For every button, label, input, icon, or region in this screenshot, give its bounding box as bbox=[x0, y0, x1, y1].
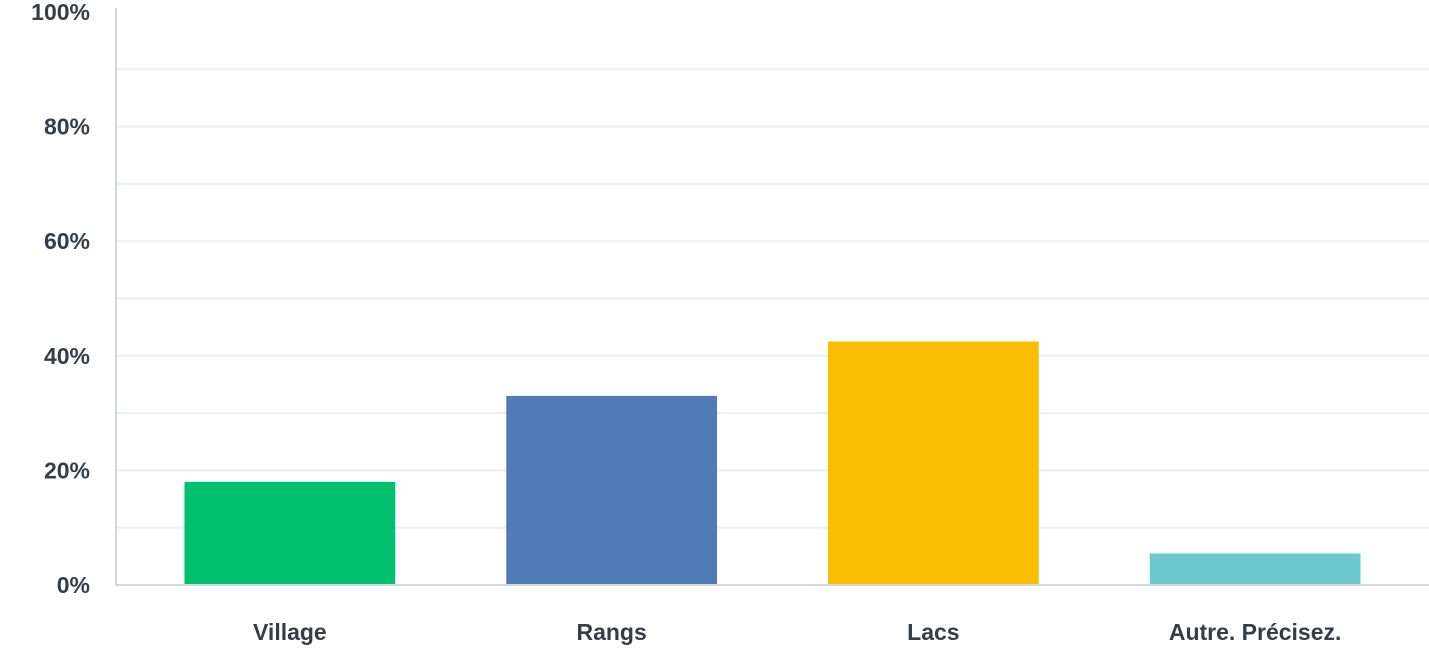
bars bbox=[184, 341, 1361, 585]
x-category-label: Rangs bbox=[576, 619, 646, 645]
y-tick-label: 60% bbox=[44, 228, 90, 254]
y-tick-label: 100% bbox=[31, 0, 90, 25]
y-tick-label: 40% bbox=[44, 343, 90, 369]
gridlines bbox=[116, 68, 1429, 529]
x-category-label: Autre. Précisez. bbox=[1169, 619, 1342, 645]
y-tick-label: 80% bbox=[44, 114, 90, 140]
y-axis-ticks: 0% 20% 40% 60% 80% 100% bbox=[31, 0, 90, 598]
bar-lacs bbox=[828, 341, 1039, 585]
bar-autre-pr-cisez bbox=[1149, 553, 1361, 585]
x-category-label: Lacs bbox=[907, 619, 959, 645]
bar-village bbox=[184, 481, 396, 585]
y-tick-label: 20% bbox=[44, 457, 90, 483]
x-axis-labels: Village Rangs Lacs Autre. Précisez. bbox=[253, 619, 1341, 645]
x-category-label: Village bbox=[253, 619, 327, 645]
bar-rangs bbox=[506, 395, 717, 585]
y-tick-label: 0% bbox=[57, 572, 90, 598]
